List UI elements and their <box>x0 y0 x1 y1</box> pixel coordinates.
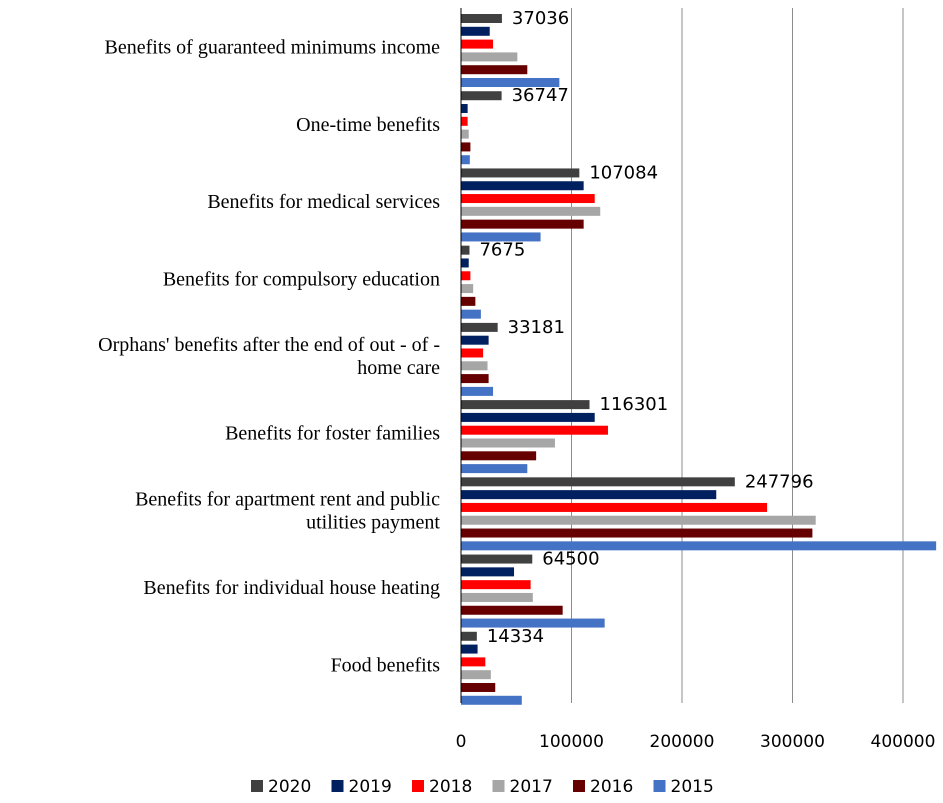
category-label: utilities payment <box>306 511 440 533</box>
bar-2019 <box>461 490 717 500</box>
legend-label-2015: 2015 <box>671 777 714 797</box>
bar-2016 <box>461 296 476 306</box>
category-label: Orphans' benefits after the end of out -… <box>98 334 440 356</box>
bar-2016 <box>461 374 489 384</box>
category-label: One-time benefits <box>296 114 440 136</box>
category-label: Food benefits <box>331 654 441 676</box>
x-tick-label: 100000 <box>539 732 604 752</box>
data-label: 36747 <box>512 85 569 106</box>
data-label: 116301 <box>600 394 669 415</box>
x-axis-ticks: 0 100000 200000 300000 400000 <box>456 732 936 752</box>
bar-2016 <box>461 65 528 75</box>
bar-2015 <box>461 155 470 165</box>
x-tick-label: 0 <box>456 732 467 752</box>
category-label: Benefits for foster families <box>225 423 440 445</box>
bar-2015 <box>461 309 481 319</box>
legend-label-2019: 2019 <box>349 777 392 797</box>
bar-2020 <box>461 168 580 178</box>
data-label: 14334 <box>487 626 544 647</box>
bar-2018 <box>461 657 486 667</box>
bar-2020 <box>461 91 502 101</box>
bar-2016 <box>461 451 537 461</box>
category-label: Benefits of guaranteed minimums income <box>105 37 441 59</box>
bar-2018 <box>461 502 768 512</box>
x-tick-label: 400000 <box>871 732 936 752</box>
data-label: 247796 <box>745 471 814 492</box>
bar-2016 <box>461 605 563 615</box>
bar-2017 <box>461 438 555 448</box>
legend-swatch-2020 <box>251 780 263 792</box>
bar-2019 <box>461 412 595 422</box>
bar-2018 <box>461 39 494 49</box>
bar-2020 <box>461 631 477 641</box>
bar-2019 <box>461 104 468 114</box>
x-tick-label: 200000 <box>650 732 715 752</box>
bar-2018 <box>461 348 484 358</box>
bar-2017 <box>461 129 469 139</box>
bar-2017 <box>461 206 601 216</box>
legend: 2020 2019 2018 2017 2016 2015 <box>251 777 714 797</box>
category-label: home care <box>357 357 440 379</box>
legend-label-2018: 2018 <box>429 777 472 797</box>
bar-2015 <box>461 618 605 628</box>
category-labels: Benefits of guaranteed minimums income On… <box>98 37 440 677</box>
legend-label-2017: 2017 <box>510 777 553 797</box>
legend-label-2016: 2016 <box>590 777 633 797</box>
bar-2015 <box>461 386 494 396</box>
legend-swatch-2019 <box>331 780 344 792</box>
bar-2017 <box>461 670 491 680</box>
bar-2017 <box>461 361 488 371</box>
legend-swatch-2016 <box>573 780 585 792</box>
legend-swatch-2018 <box>412 780 424 792</box>
category-label: Benefits for compulsory education <box>163 268 440 290</box>
legend-swatch-2017 <box>492 780 505 792</box>
category-label: Benefits for individual house heating <box>143 577 440 599</box>
bar-2019 <box>461 644 478 654</box>
bar-2019 <box>461 258 469 268</box>
bar-2017 <box>461 592 533 602</box>
bar-2016 <box>461 219 584 229</box>
bar-2019 <box>461 181 584 191</box>
bar-2017 <box>461 515 816 525</box>
bar-2015 <box>461 695 522 705</box>
bar-2015 <box>461 464 528 474</box>
data-label: 7675 <box>479 240 525 261</box>
bar-2015 <box>461 78 560 87</box>
bar-2017 <box>461 284 474 294</box>
bar-2019 <box>461 335 489 345</box>
bar-2018 <box>461 580 531 590</box>
legend-label-2020: 2020 <box>268 777 311 797</box>
bar-2016 <box>461 528 813 538</box>
bar-2020 <box>461 14 502 23</box>
category-label: Benefits for apartment rent and public <box>135 488 440 510</box>
data-label: 37036 <box>512 8 569 29</box>
bar-2020 <box>461 245 470 255</box>
data-label: 107084 <box>589 162 658 183</box>
bar-2016 <box>461 142 471 152</box>
bar-2019 <box>461 26 490 36</box>
bar-2016 <box>461 682 496 692</box>
bar-2018 <box>461 194 595 204</box>
bar-2018 <box>461 116 468 126</box>
data-label: 64500 <box>542 549 599 570</box>
x-tick-label: 300000 <box>760 732 825 752</box>
bar-2019 <box>461 567 515 577</box>
bar-2020 <box>461 322 498 332</box>
legend-swatch-2015 <box>653 780 666 792</box>
bars <box>461 14 937 705</box>
bar-2020 <box>461 400 590 410</box>
bar-2020 <box>461 554 533 564</box>
bar-2018 <box>461 271 471 281</box>
category-label: Benefits for medical services <box>207 191 440 213</box>
bar-2015 <box>461 232 541 242</box>
data-label: 33181 <box>508 317 565 338</box>
bar-2018 <box>461 425 608 435</box>
bar-2017 <box>461 52 518 62</box>
gridlines <box>571 8 904 703</box>
bar-2015 <box>461 541 937 551</box>
data-labels: 37036 36747 107084 7675 33181 116301 247796 645… <box>479 8 813 647</box>
bar-2020 <box>461 477 735 487</box>
